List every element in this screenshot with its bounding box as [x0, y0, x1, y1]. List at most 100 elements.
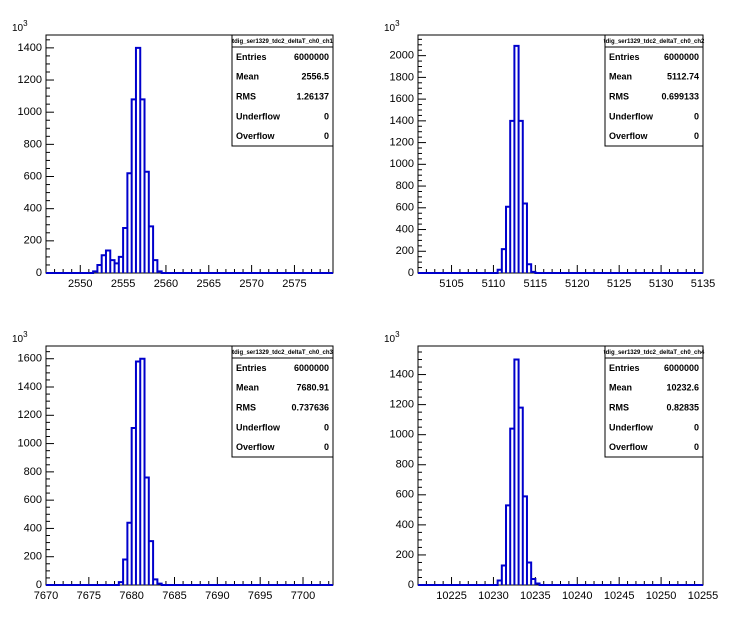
- stats-label: Underflow: [236, 111, 281, 121]
- stats-box: tdig_ser1329_tdc2_deltaT_ch0_ch3 Entries 6…: [231, 345, 334, 458]
- stats-value: 0.82835: [666, 403, 699, 413]
- y-tick-label: 1400: [18, 42, 42, 54]
- x-tick-label: 5120: [565, 278, 589, 290]
- stats-label: Mean: [236, 383, 259, 393]
- y-multiplier-label: 103: [384, 19, 400, 34]
- stats-label: Entries: [609, 363, 640, 373]
- histogram-series: [46, 46, 333, 274]
- y-tick-label: 1000: [18, 437, 42, 449]
- histogram-bin: [498, 270, 502, 273]
- histogram-bin: [119, 582, 123, 585]
- stats-box-frame: [604, 34, 704, 147]
- y-tick-label: 1600: [18, 353, 42, 365]
- histogram-bin: [510, 429, 514, 585]
- y-tick-label: 800: [24, 466, 42, 478]
- histogram-bin: [519, 121, 523, 273]
- histogram-bin: [514, 360, 518, 585]
- stats-label: Entries: [609, 52, 640, 62]
- x-tick-label: 10235: [520, 590, 551, 602]
- x-tick-label: 10230: [478, 590, 509, 602]
- x-tick-label: 10245: [604, 590, 635, 602]
- histogram-bin: [523, 496, 527, 585]
- stats-value: 0: [694, 131, 699, 141]
- histogram-bin: [127, 523, 131, 585]
- y-tick-label: 600: [24, 494, 42, 506]
- x-tick-label: 7680: [119, 590, 143, 602]
- y-tick-label: 1400: [18, 381, 42, 393]
- histogram-bin: [527, 562, 531, 585]
- histogram-pad: 0 200 400 600 800 1000 1200 1400 1600 1800 2000 510…: [384, 19, 715, 290]
- stats-value: 0: [694, 422, 699, 432]
- stats-title: tdig_ser1329_tdc2_deltaT_ch0_ch2: [604, 39, 705, 45]
- y-tick-label: 800: [396, 459, 414, 471]
- histogram-bin: [519, 408, 523, 585]
- x-tick-label: 5105: [439, 278, 463, 290]
- stats-value: 6000000: [294, 363, 329, 373]
- stats-label: Overflow: [236, 442, 276, 452]
- stats-value: 6000000: [664, 52, 699, 62]
- x-tick-label: 10255: [688, 590, 719, 602]
- histogram-bin: [140, 359, 144, 585]
- histogram-bin: [510, 121, 514, 273]
- histogram-bin: [523, 203, 527, 273]
- stats-label: Mean: [609, 72, 632, 82]
- histogram-bin: [145, 478, 149, 585]
- y-tick-label: 0: [36, 579, 42, 591]
- y-tick-label: 1000: [390, 158, 414, 170]
- y-tick-label: 400: [24, 203, 42, 215]
- x-tick-label: 2550: [68, 278, 92, 290]
- histogram-bin: [123, 228, 127, 273]
- y-multiplier-label: 103: [12, 19, 28, 34]
- x-tick-label: 10240: [562, 590, 593, 602]
- x-tick-label: 2560: [154, 278, 178, 290]
- y-tick-label: 200: [396, 549, 414, 561]
- stats-value: 7680.91: [296, 383, 329, 393]
- stats-title: tdig_ser1329_tdc2_deltaT_ch0_ch3: [232, 350, 333, 356]
- histogram-bin: [527, 264, 531, 273]
- stats-box-frame: [231, 345, 334, 458]
- stats-box: tdig_ser1329_tdc2_deltaT_ch0_ch4 Entries 6…: [604, 345, 705, 458]
- x-tick-label: 7675: [77, 590, 101, 602]
- y-tick-label: 1000: [390, 429, 414, 441]
- x-tick-label: 5135: [691, 278, 715, 290]
- histogram-bin: [502, 249, 506, 273]
- y-tick-label: 2000: [390, 50, 414, 62]
- x-tick-label: 5115: [524, 278, 548, 290]
- stats-label: Underflow: [609, 111, 654, 121]
- x-tick-label: 7695: [248, 590, 272, 602]
- stats-value: 6000000: [294, 52, 329, 62]
- stats-box-frame: [604, 345, 704, 458]
- histogram-bin: [531, 272, 535, 273]
- y-tick-label: 0: [36, 267, 42, 279]
- y-tick-label: 600: [396, 489, 414, 501]
- histogram-bin: [153, 260, 157, 273]
- stats-label: RMS: [609, 92, 629, 102]
- histogram-bin: [502, 565, 506, 585]
- histogram-bin: [127, 173, 131, 273]
- stats-label: Underflow: [236, 422, 281, 432]
- stats-label: Overflow: [609, 131, 649, 141]
- stats-label: Overflow: [236, 131, 276, 141]
- histogram-pad: 0 200 400 600 800 1000 1200 1400 2550 2555 2560 256…: [12, 19, 334, 290]
- y-tick-label: 400: [396, 519, 414, 531]
- stats-label: RMS: [609, 403, 629, 413]
- histogram-bin: [506, 505, 510, 585]
- histogram-bin: [123, 560, 127, 585]
- y-tick-label: 400: [24, 522, 42, 534]
- histogram-bin: [506, 207, 510, 273]
- x-tick-label: 10250: [646, 590, 677, 602]
- histogram-bin: [119, 257, 123, 273]
- histogram-bin: [102, 255, 106, 273]
- histogram-bin: [514, 46, 518, 273]
- histogram-series: [418, 44, 703, 274]
- y-tick-label: 1800: [390, 71, 414, 83]
- histogram-bin: [149, 541, 153, 585]
- stats-value: 0: [324, 442, 329, 452]
- y-tick-label: 1200: [18, 74, 42, 86]
- stats-label: Mean: [236, 72, 259, 82]
- histogram-bin: [136, 362, 140, 585]
- histogram-bin: [157, 584, 161, 585]
- y-multiplier-label: 103: [384, 330, 400, 345]
- histogram-bin: [97, 265, 101, 273]
